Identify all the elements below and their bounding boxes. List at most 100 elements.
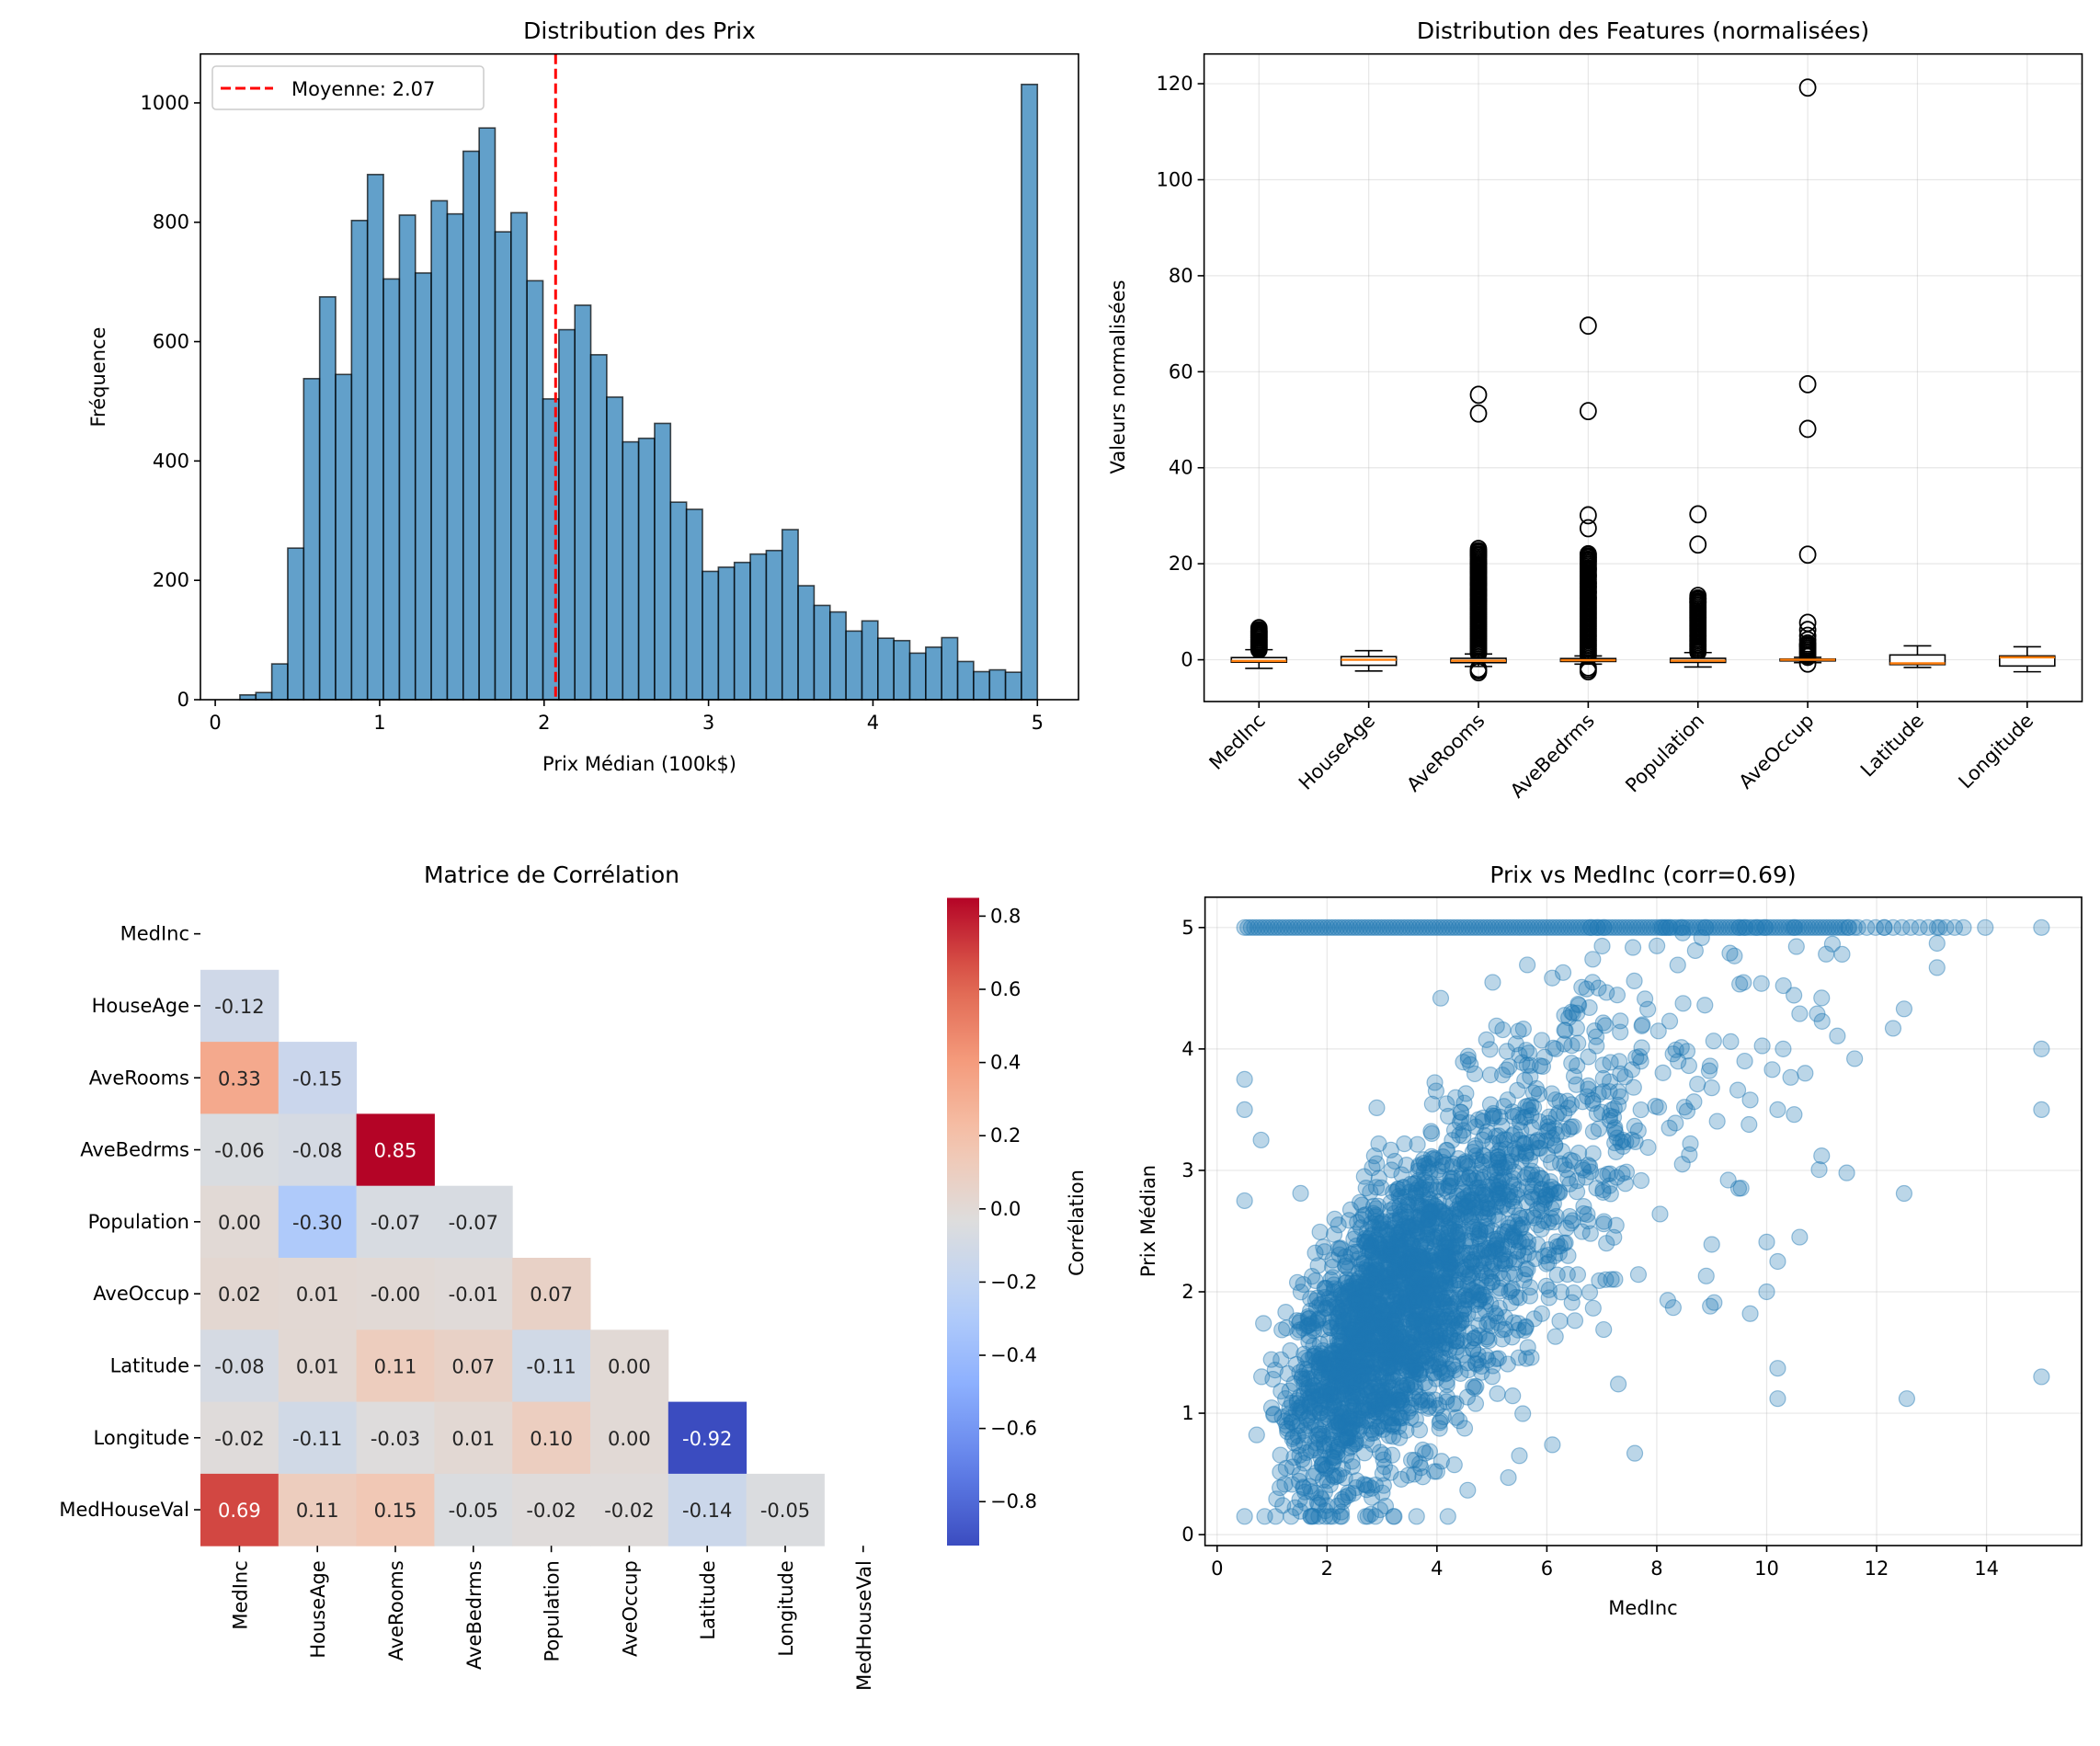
scatter-point: [1467, 1137, 1484, 1155]
scatter-point: [1484, 974, 1501, 991]
scatter-point: [1364, 1197, 1383, 1215]
scatter-point: [1955, 919, 1972, 936]
histogram-bar: [318, 296, 337, 701]
scatter-point: [1379, 1250, 1397, 1269]
scatter-point: [1387, 1300, 1405, 1318]
x-tick-label: 2: [538, 712, 550, 734]
scatter-point: [1400, 1218, 1418, 1236]
histogram-bar: [510, 211, 528, 701]
x-tick-label: 5: [1032, 712, 1044, 734]
scatter-point: [1341, 1422, 1358, 1440]
y-tick-label: MedInc: [120, 923, 189, 945]
outlier-point: [1798, 626, 1817, 645]
scatter-point: [1399, 1466, 1417, 1484]
scatter-point: [1721, 944, 1739, 962]
scatter-point: [1531, 1057, 1549, 1075]
scatter-point: [1386, 1261, 1403, 1278]
scatter-point: [1354, 1207, 1373, 1225]
scatter-point: [1410, 1227, 1427, 1245]
scatter-point: [1375, 1390, 1392, 1408]
scatter-point: [1266, 1362, 1284, 1379]
scatter-point: [1384, 1235, 1401, 1252]
scatter-point: [1354, 1294, 1372, 1311]
scatter-point: [1428, 1463, 1445, 1480]
scatter-point: [1434, 1148, 1452, 1166]
scatter-point: [1317, 1355, 1334, 1373]
outlier-point: [1579, 519, 1597, 538]
scatter-point: [1375, 1446, 1392, 1464]
scatter-point: [1437, 1156, 1455, 1173]
scatter-point: [1364, 1292, 1383, 1310]
boxplot-grid: [1204, 53, 2083, 702]
scatter-point: [1529, 1166, 1546, 1183]
scatter-point: [1360, 1279, 1377, 1297]
scatter-point: [1378, 1382, 1396, 1399]
scatter-point: [1379, 1226, 1397, 1243]
outlier-point: [1579, 506, 1597, 525]
scatter-point: [1403, 1313, 1421, 1330]
colorbar-tick-label: −0.4: [990, 1344, 1037, 1366]
scatter-point: [1287, 1402, 1306, 1420]
histogram-bar: [973, 670, 991, 701]
scatter-point: [1363, 1333, 1380, 1351]
scatter-point: [1399, 1272, 1417, 1290]
scatter-point: [1381, 1241, 1399, 1259]
scatter-point: [1575, 1204, 1592, 1223]
outlier-point: [1798, 621, 1817, 640]
heatmap-cell-value: -0.02: [214, 1428, 264, 1450]
scatter-point: [1332, 1503, 1350, 1521]
histogram-bar: [845, 630, 863, 701]
heatmap-cell: [200, 1185, 280, 1259]
scatter-point: [1439, 1254, 1457, 1272]
scatter-point: [1380, 1324, 1398, 1341]
scatter-point: [1384, 1247, 1402, 1264]
scatter-point: [1512, 1153, 1530, 1170]
scatter-point: [1410, 1248, 1428, 1265]
scatter-point: [1341, 1312, 1358, 1330]
scatter-point: [1291, 1446, 1308, 1464]
scatter-point: [1457, 1258, 1475, 1275]
scatter-point: [1406, 1251, 1424, 1269]
outlier-point: [1579, 588, 1597, 608]
scatter-point: [1341, 1201, 1360, 1218]
scatter-point: [1421, 1210, 1438, 1228]
scatter-point: [1393, 1338, 1410, 1355]
scatter-point: [1438, 1373, 1455, 1390]
scatter-point: [1371, 1501, 1389, 1519]
scatter-point: [1292, 1284, 1310, 1301]
scatter-point: [1328, 1371, 1345, 1389]
scatter-point: [1315, 1320, 1332, 1338]
scatter-point: [1295, 1479, 1312, 1497]
scatter-point: [1441, 1256, 1459, 1273]
scatter-point: [1352, 1314, 1370, 1331]
histogram-bar: [589, 354, 608, 701]
scatter-point: [1562, 1003, 1581, 1021]
histogram-bar: [893, 639, 911, 701]
scatter-point: [1380, 1347, 1398, 1364]
scatter-point: [1382, 1275, 1399, 1293]
scatter-point: [1381, 1351, 1398, 1368]
scatter-point: [1436, 1272, 1455, 1290]
x-tick-label: 1: [373, 712, 385, 734]
scatter-point: [1411, 1237, 1430, 1254]
histogram-bar: [287, 547, 305, 701]
scatter-point: [1564, 1004, 1581, 1022]
scatter-point: [1331, 1362, 1349, 1380]
scatter-point: [1313, 1425, 1330, 1443]
scatter-point: [1422, 1251, 1441, 1270]
scatter-point: [1569, 1172, 1586, 1190]
scatter-point: [1340, 1260, 1357, 1277]
scatter-point: [1496, 1255, 1513, 1272]
scatter-point: [1367, 1213, 1385, 1230]
scatter-point: [1334, 1367, 1352, 1385]
y-tick-label: 0: [177, 689, 189, 711]
scatter-point: [1546, 1181, 1563, 1198]
scatter-point: [1791, 1228, 1809, 1246]
scatter-point: [1786, 1106, 1803, 1124]
scatter-point: [1445, 1122, 1464, 1139]
scatter-point: [1350, 1334, 1367, 1352]
scatter-point: [1395, 1303, 1412, 1320]
scatter-point: [1467, 1257, 1484, 1274]
scatter-point: [1432, 1308, 1449, 1326]
scatter-point: [1489, 1350, 1507, 1367]
